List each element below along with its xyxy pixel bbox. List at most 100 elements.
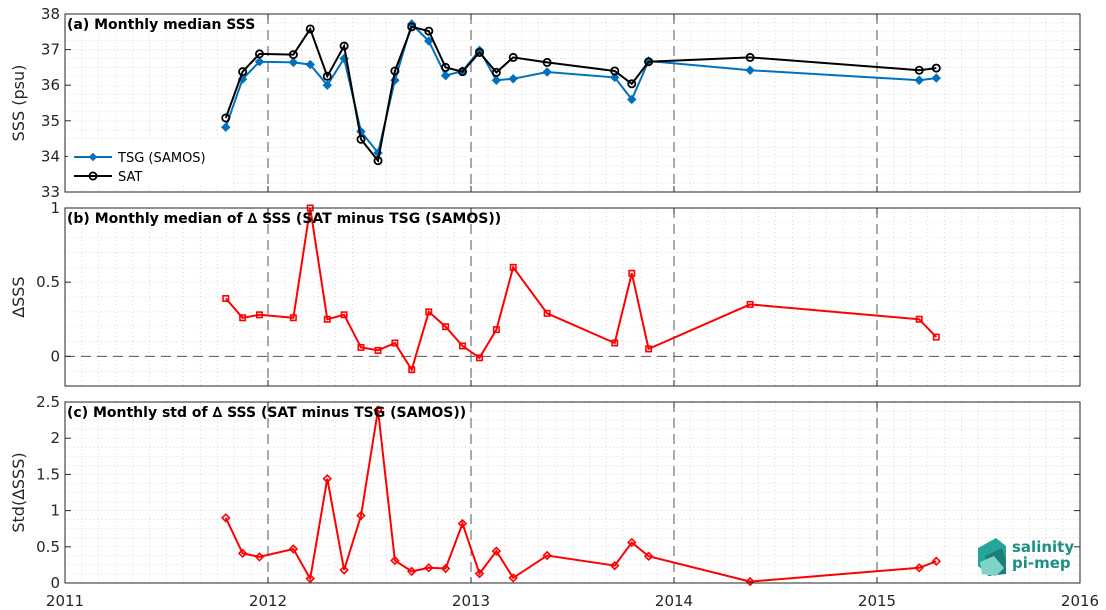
logo-text-salinity: salinity: [1012, 538, 1074, 556]
panel-title: (b) Monthly median of ∆ SSS (SAT minus T…: [67, 211, 501, 227]
series-tsg-point: [542, 67, 552, 77]
series-tsg-point: [254, 56, 265, 67]
x-tick-label: 2013: [452, 592, 490, 610]
series-sat-point: [610, 66, 620, 76]
series-sat-point: [390, 66, 400, 76]
series-sat-point: [627, 79, 637, 89]
series-delta-point: [915, 315, 923, 323]
panel-c-monthly-std-delta-sss: 0 0.5 1 1.5 2 2.5 (c) Monthly std of ∆ SSS (SA…: [9, 393, 1081, 592]
x-tick-label: 2015: [858, 592, 896, 610]
series-tsg-point: [508, 74, 518, 84]
series-sat-point: [475, 47, 485, 57]
y-tick-label: 0.5: [36, 273, 60, 291]
series-delta-point: [442, 323, 450, 331]
series-sat-point: [931, 63, 941, 73]
series-delta-point: [239, 314, 247, 322]
series-std-point: [390, 555, 400, 566]
series-sat-point: [508, 52, 518, 62]
series-tsg-point: [305, 59, 315, 70]
series-std-point: [373, 405, 383, 415]
series-sat-line: [224, 25, 937, 164]
series-std-point: [406, 566, 417, 577]
series-tsg-point: [288, 57, 299, 68]
series-delta-point: [628, 269, 636, 277]
y-tick-label: 34: [41, 147, 60, 165]
series-tsg-point: [609, 72, 620, 83]
y-tick-label: 33: [41, 183, 60, 201]
series-std-point: [288, 544, 299, 554]
series-delta-point: [408, 366, 416, 374]
series-delta-point: [374, 346, 382, 354]
plot-area: [65, 402, 1080, 583]
series-sat-point: [221, 113, 231, 123]
series-tsg-point: [914, 75, 924, 85]
series-sat-point: [407, 22, 417, 32]
y-tick-label: 1: [50, 199, 60, 217]
series-std-point: [542, 550, 552, 561]
y-tick-label: 2: [50, 429, 60, 447]
x-tick-label: 2012: [249, 592, 287, 610]
legend: TSG (SAMOS) SAT: [68, 142, 230, 186]
series-sat-point: [305, 24, 315, 34]
legend-sat-marker: [88, 171, 98, 181]
series-std-point: [745, 576, 755, 587]
series-tsg-point: [322, 80, 333, 90]
y-tick-label: 1: [50, 502, 60, 520]
y-axis-label: SSS (psu): [9, 65, 28, 142]
logo-mark-icon: [978, 538, 1006, 576]
series-std-point: [339, 565, 349, 575]
series-std-point: [627, 537, 637, 548]
series-std-point: [931, 556, 942, 567]
y-tick-label: 37: [41, 41, 60, 59]
logo-text-pi-mep: pi-mep: [1012, 554, 1071, 572]
x-tick-label: 2011: [46, 592, 84, 610]
series-std-point: [643, 551, 654, 561]
series-std-line: [224, 409, 937, 583]
series-std-point: [457, 518, 468, 529]
y-axis-label: ∆SSS: [9, 276, 28, 318]
panel-title: (c) Monthly std of ∆ SSS (SAT minus TSG …: [67, 405, 466, 421]
y-tick-label: 0: [50, 347, 60, 365]
panel-title: (a) Monthly median SSS: [67, 17, 255, 33]
series-std-point: [305, 573, 315, 584]
series-delta-line: [225, 207, 938, 373]
series-delta-point: [645, 345, 653, 353]
series-sat-point: [441, 62, 451, 72]
x-tick-label: 2014: [655, 592, 693, 610]
series-delta-point: [476, 354, 484, 362]
series-delta-point: [509, 263, 517, 271]
series-std-point: [254, 552, 265, 562]
series-sat-point: [914, 65, 924, 75]
series-sat-point: [745, 52, 755, 62]
panel-b-monthly-median-delta-sss: 0 0.5 1 (b) Monthly median of ∆ SSS (SAT mi…: [9, 199, 1081, 387]
series-delta-point: [222, 294, 230, 302]
y-tick-label: 0.5: [36, 538, 60, 556]
series-delta-point: [425, 308, 433, 316]
y-tick-label: 36: [41, 76, 60, 94]
series-tsg-point: [440, 70, 451, 81]
series-delta-point: [543, 309, 551, 317]
series-tsg-point: [424, 36, 434, 46]
series-std-point: [322, 474, 333, 484]
series-delta-point: [255, 311, 263, 319]
series-delta-point: [458, 342, 466, 350]
legend-tsg-label: TSG (SAMOS): [117, 151, 206, 166]
x-axis-tick-labels: 2011 2012 2013 2014 2015 2016: [46, 592, 1099, 610]
legend-sat-label: SAT: [118, 170, 142, 185]
series-sat-point: [238, 67, 248, 77]
y-tick-label: 1.5: [36, 465, 60, 483]
series-std-point: [914, 563, 924, 573]
series-std-point: [609, 560, 620, 571]
series-delta-point: [932, 333, 940, 341]
series-sat-point: [288, 50, 298, 60]
series-tsg-point: [931, 73, 942, 83]
series-delta-point: [323, 315, 331, 323]
series-delta-point: [611, 339, 619, 347]
series-sat-point: [542, 57, 552, 67]
series-tsg-point: [745, 65, 755, 75]
salinity-pi-mep-logo: salinity pi-mep: [978, 538, 1074, 576]
y-tick-label: 2.5: [36, 393, 60, 411]
series-tsg-point: [221, 122, 231, 132]
series-delta-point: [492, 326, 500, 334]
